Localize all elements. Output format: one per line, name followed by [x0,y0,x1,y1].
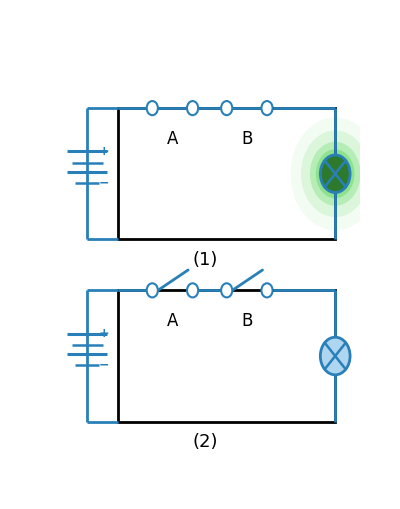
Circle shape [187,284,198,297]
Text: −: − [99,359,110,372]
Text: A: A [167,312,178,330]
Circle shape [221,101,232,115]
Text: B: B [241,312,252,330]
Circle shape [310,142,360,206]
Circle shape [262,284,272,297]
Circle shape [147,284,158,297]
Circle shape [320,155,350,192]
Circle shape [187,101,198,115]
Text: +: + [99,327,110,340]
Text: +: + [99,145,110,158]
Circle shape [301,130,370,217]
Circle shape [316,149,354,198]
Circle shape [147,101,158,115]
Circle shape [221,284,232,297]
Circle shape [290,117,380,230]
Bar [118,290,335,421]
Circle shape [262,101,272,115]
Text: (1): (1) [192,251,218,269]
Text: −: − [99,177,110,189]
Text: A: A [167,130,178,148]
Text: B: B [241,130,252,148]
Circle shape [320,337,350,375]
Text: (2): (2) [192,434,218,451]
Bar [118,108,335,239]
